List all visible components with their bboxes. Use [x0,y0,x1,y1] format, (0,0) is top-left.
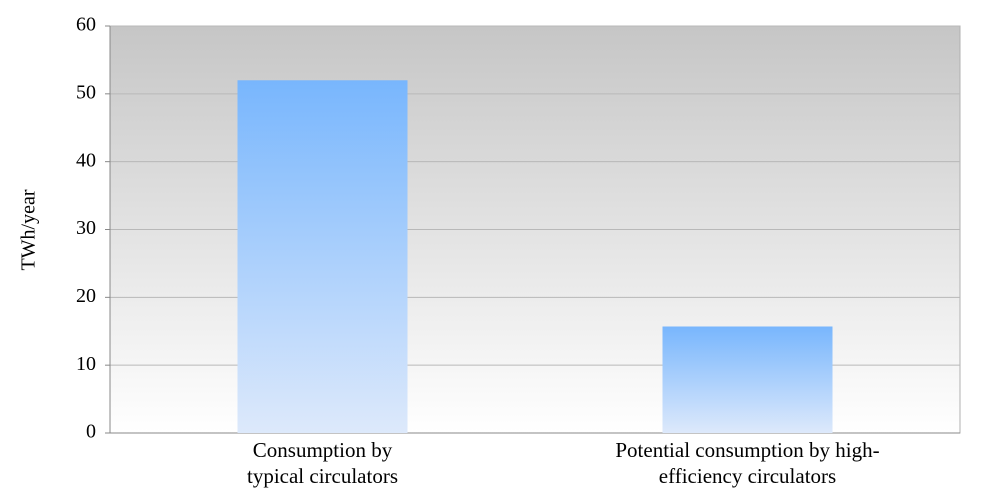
x-tick-label: Potential consumption by high-efficiency… [615,438,880,488]
bar [237,80,408,434]
y-axis-label: TWh/year [18,189,40,270]
y-tick-label: 20 [76,285,96,307]
y-tick-label: 40 [76,149,96,171]
y-tick-label: 50 [76,81,96,103]
y-tick-label: 30 [76,217,96,239]
y-tick-label: 60 [76,14,96,36]
bar [662,326,833,433]
y-tick-label: 10 [76,353,96,375]
y-tick-label: 0 [86,421,96,443]
x-tick-label: Consumption by typical circulators [246,438,399,488]
